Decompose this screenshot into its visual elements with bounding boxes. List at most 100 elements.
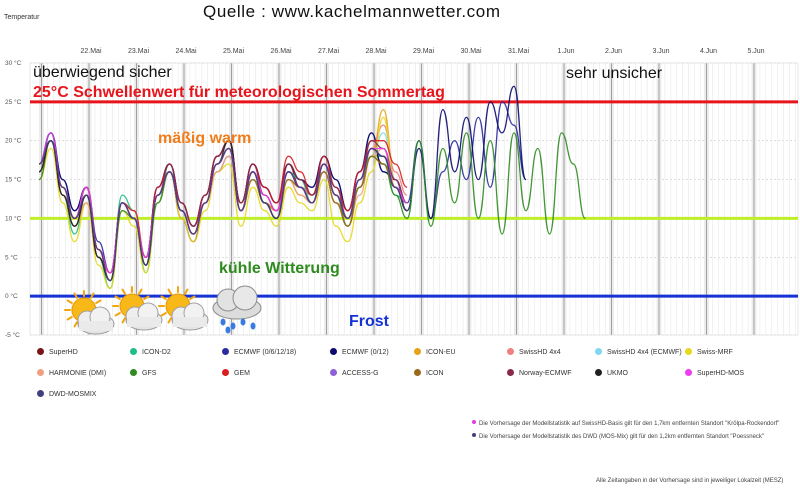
legend-item[interactable]: SuperHD	[37, 348, 78, 356]
x-tick-label: 27.Mai	[318, 48, 339, 55]
cloud-shape	[232, 285, 258, 311]
x-tick-label: 2.Jun	[605, 48, 622, 55]
annotation-label: sehr unsicher	[566, 65, 663, 82]
legend-label: GEM	[234, 370, 250, 377]
legend-label: UKMO	[607, 370, 628, 377]
legend-item[interactable]: SwissHD 4x4	[507, 348, 561, 356]
legend-dot-icon	[685, 348, 692, 355]
x-tick-label: 24.Mai	[175, 48, 196, 55]
cloud-shape	[127, 317, 161, 327]
legend-label: SuperHD	[49, 349, 78, 356]
y-tick-label: 25 °C	[5, 98, 22, 106]
sun-ray	[160, 295, 167, 300]
footnote-dot-icon	[472, 433, 476, 437]
legend-label: ICON	[426, 370, 444, 377]
legend-item[interactable]: Norway-ECMWF	[507, 369, 572, 377]
legend-label: SuperHD-MOS	[697, 370, 745, 377]
annotations: überwiegend sicher sehr unsicher 25°C Schw…	[33, 64, 663, 330]
source-credit[interactable]: Quelle : www.kachelmannwetter.com	[203, 2, 501, 21]
x-tick-label: 3.Jun	[652, 48, 669, 55]
sun-ray	[184, 288, 189, 295]
axes: Temperatur 30 °C 25 °C 20 °C 15 °C 10 °C 5 °C 0…	[4, 14, 765, 339]
footnote-swisshd: Die Vorhersage der Modellstatistik auf S…	[472, 420, 779, 427]
legend-dot-icon	[507, 369, 514, 376]
plot-border	[29, 62, 799, 336]
legend-item[interactable]: UKMO	[595, 369, 628, 377]
legend-dot-icon	[595, 348, 602, 355]
annotation-label: überwiegend sicher	[33, 64, 172, 81]
sun-ray	[143, 295, 150, 300]
legend-dot-icon	[222, 348, 229, 355]
legend-label: ECMWF (0/12)	[342, 349, 389, 356]
grid-lines	[29, 62, 799, 336]
threshold-label: Frost	[349, 313, 390, 330]
sun-ray	[66, 299, 73, 304]
annotation-label: mäßig warm	[158, 130, 251, 147]
legend-dot-icon	[37, 348, 44, 355]
legend-item[interactable]: ICON-D2	[130, 348, 171, 356]
x-tick-label: 5.Jun	[747, 48, 764, 55]
legend-dot-icon	[37, 369, 44, 376]
footnote-dwd: Die Vorhersage der Modellstatistik des D…	[472, 433, 764, 440]
sun-ray	[73, 292, 78, 299]
legend-item[interactable]: SwissHD 4x4 (ECMWF)	[595, 348, 682, 356]
x-tick-label: 22.Mai	[80, 48, 101, 55]
legend-item[interactable]: SuperHD-MOS	[685, 369, 744, 377]
series-lines	[38, 85, 586, 290]
legend-label: Norway-ECMWF	[519, 370, 572, 377]
legend-label: GFS	[142, 370, 157, 377]
series-line-dwd-mosmix	[38, 140, 408, 282]
legend-item[interactable]: ICON-EU	[414, 348, 456, 356]
x-tick-label: 1.Jun	[557, 48, 574, 55]
legend-dot-icon	[507, 348, 514, 355]
x-tick-label: 4.Jun	[700, 48, 717, 55]
x-tick-label: 25.Mai	[223, 48, 244, 55]
legend-label: HARMONIE (DMI)	[49, 370, 107, 377]
y-tick-label: 5 °C	[5, 253, 18, 261]
threshold-lines	[30, 100, 798, 298]
sun-behind-cloud-icon	[64, 290, 115, 335]
cloud-shape	[173, 317, 207, 327]
legend-item[interactable]: ACCESS-G	[330, 369, 379, 377]
sun-ray	[66, 316, 73, 321]
legend-label: ICON-D2	[142, 349, 171, 356]
footnote-text: Die Vorhersage der Modellstatistik des D…	[479, 434, 765, 440]
footnote-dot-icon	[472, 420, 476, 424]
weather-icons	[64, 285, 262, 335]
legend-label: DWD-MOSMIX	[49, 391, 97, 398]
legend-dot-icon	[37, 390, 44, 397]
sun-ray	[138, 288, 143, 295]
sun-ray	[90, 292, 95, 299]
series-line-swiss-mrf	[38, 116, 408, 290]
legend-item[interactable]: ECMWF (0/6/12/18)	[222, 348, 296, 356]
legend-label: SwissHD 4x4 (ECMWF)	[607, 349, 682, 356]
legend-dot-icon	[130, 369, 137, 376]
legend-dot-icon	[130, 348, 137, 355]
legend-dot-icon	[595, 369, 602, 376]
sun-ray	[189, 295, 196, 300]
x-tick-label: 30.Mai	[460, 48, 481, 55]
x-tick-label: 28.Mai	[365, 48, 386, 55]
rain-drop	[230, 322, 236, 330]
legend-item[interactable]: DWD-MOSMIX	[37, 390, 96, 398]
legend-item[interactable]: GFS	[130, 369, 156, 377]
timezone-note: Alle Zeitangaben in der Vorhersage sind …	[596, 478, 784, 484]
sun-ray	[167, 317, 172, 324]
y-tick-label: 10 °C	[5, 214, 22, 222]
legend-label: SwissHD 4x4	[519, 349, 561, 356]
y-tick-label: 20 °C	[5, 137, 22, 145]
y-tick-label: 0 °C	[5, 292, 18, 300]
sun-ray	[73, 321, 78, 328]
legend-item[interactable]: Swiss-MRF	[685, 348, 733, 356]
legend-item[interactable]: GEM	[222, 369, 250, 377]
legend-item[interactable]: ICON	[414, 369, 444, 377]
rain-cloud-icon	[212, 285, 262, 334]
legend-item[interactable]: HARMONIE (DMI)	[37, 369, 106, 377]
rain-drop	[240, 318, 246, 326]
x-tick-label: 26.Mai	[270, 48, 291, 55]
sun-ray	[167, 288, 172, 295]
legend-item[interactable]: ECMWF (0/12)	[330, 348, 389, 356]
y-tick-label: 30 °C	[5, 59, 22, 67]
footnote-text: Die Vorhersage der Modellstatistik auf S…	[479, 421, 780, 427]
plot-background	[30, 63, 798, 335]
